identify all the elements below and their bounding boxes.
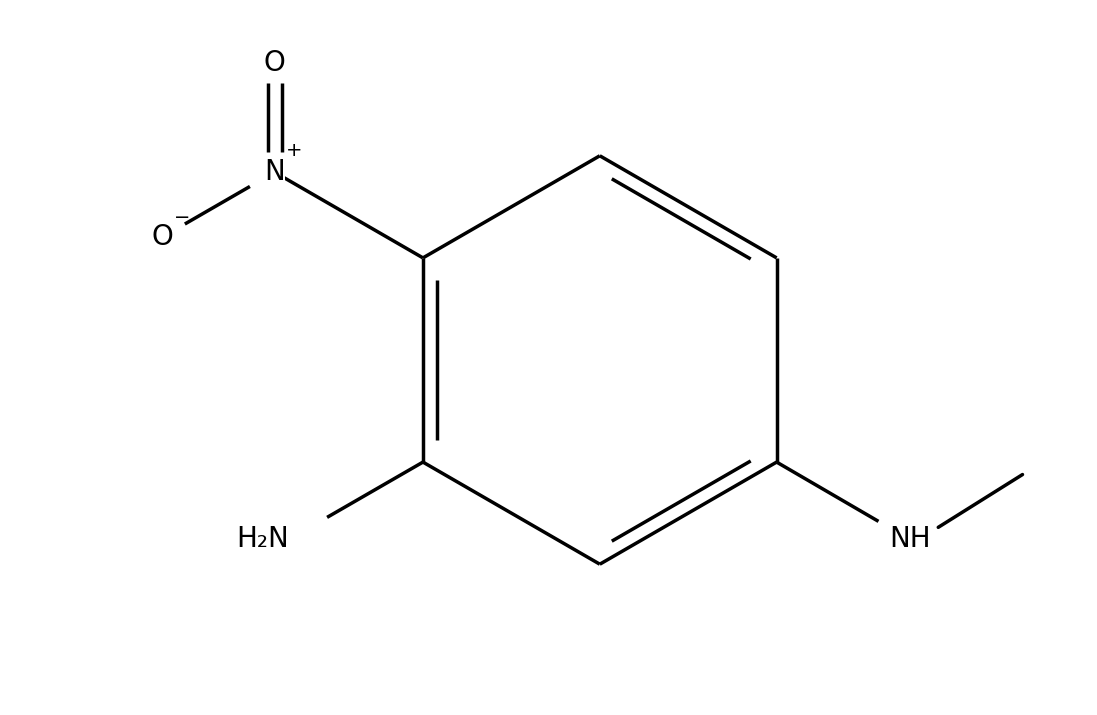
Text: +: + <box>286 141 303 160</box>
Text: O: O <box>151 223 173 251</box>
Text: N: N <box>264 158 285 186</box>
Text: −: − <box>174 207 191 227</box>
Text: H₂N: H₂N <box>237 526 290 553</box>
Text: NH: NH <box>890 526 931 553</box>
Text: O: O <box>263 49 285 77</box>
